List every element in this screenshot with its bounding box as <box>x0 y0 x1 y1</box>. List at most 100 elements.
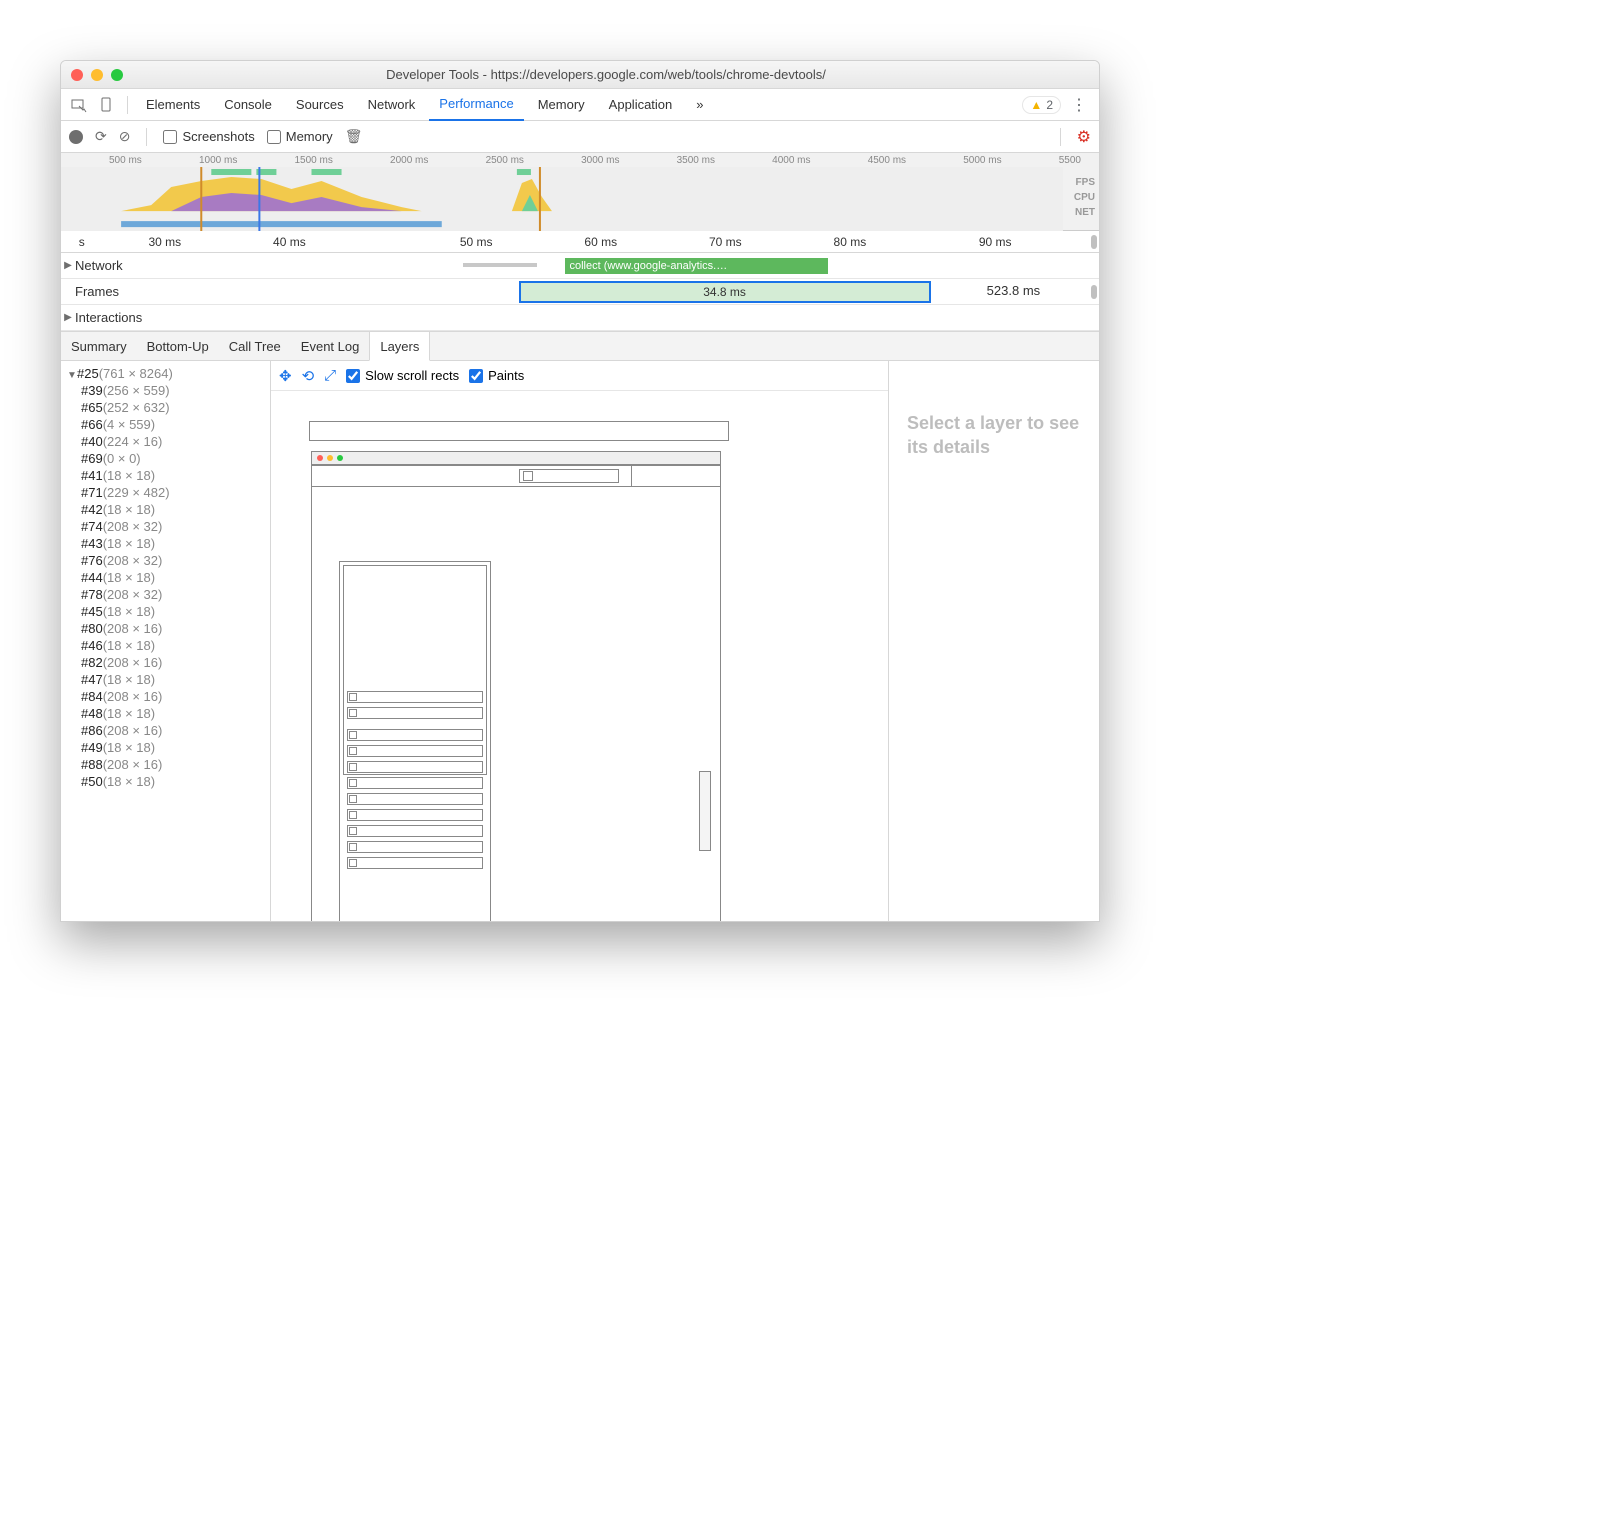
layer-item[interactable]: #71(229 × 482) <box>61 484 270 501</box>
layer-item[interactable]: #86(208 × 16) <box>61 722 270 739</box>
tab-console[interactable]: Console <box>214 89 282 121</box>
layer-item[interactable]: #25(761 × 8264) <box>61 365 270 382</box>
interactions-track[interactable]: ▶ Interactions <box>61 305 1099 331</box>
layer-item[interactable]: #84(208 × 16) <box>61 688 270 705</box>
layer-item[interactable]: #47(18 × 18) <box>61 671 270 688</box>
next-frame-duration: 523.8 ms <box>987 283 1040 298</box>
close-icon[interactable] <box>71 69 83 81</box>
tab-memory[interactable]: Memory <box>528 89 595 121</box>
tab-network[interactable]: Network <box>358 89 426 121</box>
net-whisker <box>463 263 538 267</box>
detail-time-ruler[interactable]: s30 ms40 ms50 ms60 ms70 ms80 ms90 ms <box>61 231 1099 253</box>
layers-panel: #25(761 × 8264)#39(256 × 559)#65(252 × 6… <box>61 361 1099 921</box>
subtab-bottom-up[interactable]: Bottom-Up <box>137 332 219 360</box>
overview-side-labels: FPS CPU NET <box>1074 177 1095 218</box>
reset-icon[interactable]: ⤢ <box>324 367 336 384</box>
layer-item[interactable]: #88(208 × 16) <box>61 756 270 773</box>
tab-elements[interactable]: Elements <box>136 89 210 121</box>
layers-viewport-pane: ✥ ⟲ ⤢ Slow scroll rects Paints <box>271 361 889 921</box>
wireframe-rect <box>311 451 721 465</box>
wireframe-rect <box>347 761 483 773</box>
paints-checkbox[interactable]: Paints <box>469 368 524 383</box>
wireframe-rect <box>347 809 483 821</box>
subtab-event-log[interactable]: Event Log <box>291 332 370 360</box>
wireframe-rect <box>349 859 357 867</box>
warning-count: 2 <box>1046 98 1053 112</box>
layers-toolbar: ✥ ⟲ ⤢ Slow scroll rects Paints <box>271 361 888 391</box>
scrollbar-thumb[interactable] <box>1091 235 1097 249</box>
overview-timeline[interactable]: 500 ms1000 ms1500 ms2000 ms2500 ms3000 m… <box>61 153 1099 231</box>
subtab-summary[interactable]: Summary <box>61 332 137 360</box>
memory-checkbox[interactable]: Memory <box>267 129 333 144</box>
layer-item[interactable]: #39(256 × 559) <box>61 382 270 399</box>
layer-item[interactable]: #40(224 × 16) <box>61 433 270 450</box>
layer-item[interactable]: #66(4 × 559) <box>61 416 270 433</box>
wireframe-rect <box>347 841 483 853</box>
wireframe-rect <box>349 709 357 717</box>
titlebar: Developer Tools - https://developers.goo… <box>61 61 1099 89</box>
layer-item[interactable]: #44(18 × 18) <box>61 569 270 586</box>
network-request-bar[interactable]: collect (www.google-analytics.… <box>565 258 827 274</box>
layers-3d-viewport[interactable] <box>271 391 888 921</box>
wireframe-rect <box>343 565 487 775</box>
layer-item[interactable]: #80(208 × 16) <box>61 620 270 637</box>
minimize-icon[interactable] <box>91 69 103 81</box>
layer-item[interactable]: #42(18 × 18) <box>61 501 270 518</box>
wireframe-rect <box>349 763 357 771</box>
devtools-window: Developer Tools - https://developers.goo… <box>60 60 1100 922</box>
clear-icon[interactable]: ⊘ <box>119 128 131 145</box>
warning-icon: ▲ <box>1030 98 1042 112</box>
selected-frame[interactable]: 34.8 ms <box>519 281 931 303</box>
trash-icon[interactable]: 🗑 <box>345 128 363 145</box>
memory-input[interactable] <box>267 130 281 144</box>
tab-application[interactable]: Application <box>599 89 683 121</box>
wireframe-rect <box>631 465 721 487</box>
wireframe-rect <box>349 731 357 739</box>
slow-scroll-checkbox[interactable]: Slow scroll rects <box>346 368 459 383</box>
layer-item[interactable]: #45(18 × 18) <box>61 603 270 620</box>
wireframe-rect <box>347 691 483 703</box>
layer-item[interactable]: #46(18 × 18) <box>61 637 270 654</box>
layer-item[interactable]: #65(252 × 632) <box>61 399 270 416</box>
layer-item[interactable]: #76(208 × 32) <box>61 552 270 569</box>
subtab-layers[interactable]: Layers <box>369 332 430 361</box>
pan-icon[interactable]: ✥ <box>279 367 292 385</box>
wireframe-rect <box>349 811 357 819</box>
expand-icon[interactable]: ▶ <box>61 260 75 271</box>
tab-sources[interactable]: Sources <box>286 89 354 121</box>
screenshots-checkbox[interactable]: Screenshots <box>163 129 254 144</box>
settings-gear-icon[interactable]: ⚙ <box>1077 127 1091 147</box>
tab-performance[interactable]: Performance <box>429 89 523 121</box>
screenshots-input[interactable] <box>163 130 177 144</box>
wireframe-rect <box>347 793 483 805</box>
record-button[interactable] <box>69 130 83 144</box>
layer-item[interactable]: #82(208 × 16) <box>61 654 270 671</box>
layer-item[interactable]: #78(208 × 32) <box>61 586 270 603</box>
subtab-call-tree[interactable]: Call Tree <box>219 332 291 360</box>
warnings-chip[interactable]: ▲2 <box>1022 96 1061 114</box>
kebab-menu-icon[interactable]: ⋮ <box>1065 95 1093 115</box>
wireframe-rect <box>349 827 357 835</box>
overflow-tabs[interactable]: » <box>686 89 713 121</box>
zoom-icon[interactable] <box>111 69 123 81</box>
layer-details-pane: Select a layer to see its details <box>889 361 1099 921</box>
inspect-icon[interactable] <box>67 93 91 117</box>
device-icon[interactable] <box>95 93 119 117</box>
layer-item[interactable]: #48(18 × 18) <box>61 705 270 722</box>
separator <box>127 96 128 114</box>
layer-tree[interactable]: #25(761 × 8264)#39(256 × 559)#65(252 × 6… <box>61 361 271 921</box>
network-track[interactable]: ▶ Network collect (www.google-analytics.… <box>61 253 1099 279</box>
rotate-icon[interactable]: ⟲ <box>302 367 315 385</box>
layer-item[interactable]: #49(18 × 18) <box>61 739 270 756</box>
wireframe-rect <box>349 795 357 803</box>
layer-item[interactable]: #69(0 × 0) <box>61 450 270 467</box>
layer-item[interactable]: #74(208 × 32) <box>61 518 270 535</box>
frames-track[interactable]: Frames 34.8 ms 523.8 ms <box>61 279 1099 305</box>
layer-item[interactable]: #41(18 × 18) <box>61 467 270 484</box>
layer-item[interactable]: #50(18 × 18) <box>61 773 270 790</box>
window-title: Developer Tools - https://developers.goo… <box>123 67 1089 82</box>
reload-icon[interactable]: ⟳ <box>95 128 107 145</box>
scrollbar-thumb[interactable] <box>1091 285 1097 299</box>
expand-icon[interactable]: ▶ <box>61 312 75 323</box>
layer-item[interactable]: #43(18 × 18) <box>61 535 270 552</box>
